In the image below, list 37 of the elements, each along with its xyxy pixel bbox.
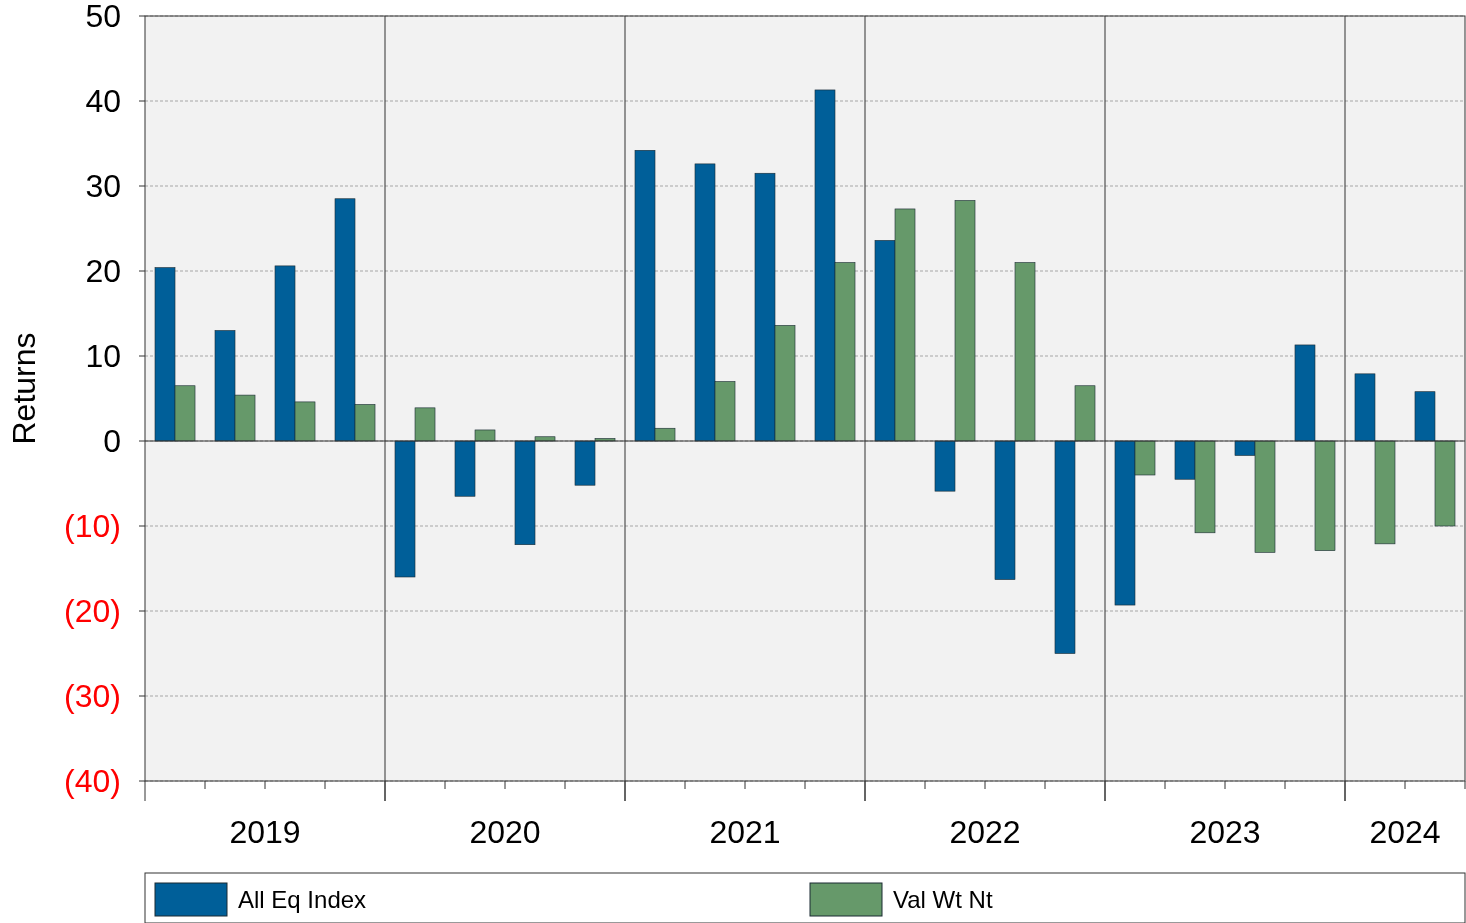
bar	[994, 440, 1016, 580]
bar	[414, 407, 436, 442]
bar	[954, 200, 976, 442]
text: 2021	[709, 814, 781, 850]
text: 2022	[949, 814, 1021, 850]
bar	[1414, 391, 1436, 442]
y-tick-label: 50	[85, 0, 121, 35]
text: 2024	[1369, 814, 1441, 850]
y-tick-label: 0	[103, 423, 121, 460]
bar	[1434, 440, 1456, 527]
y-tick-label: (20)	[64, 593, 121, 630]
y-tick-label: (30)	[64, 678, 121, 715]
y-tick-label: (40)	[64, 763, 121, 800]
text: 2020	[469, 814, 541, 850]
y-axis-title: Returns	[6, 332, 42, 445]
bar	[1014, 262, 1036, 442]
y-tick-label: (10)	[64, 508, 121, 545]
legend-label: All Eq Index	[238, 886, 367, 914]
bar	[454, 440, 476, 497]
legend-label: Val Wt Nt	[893, 886, 993, 914]
bar	[1294, 344, 1316, 442]
bar	[934, 440, 956, 492]
bar	[1054, 440, 1076, 654]
bar	[1374, 440, 1396, 545]
bar	[1074, 385, 1096, 442]
bar	[1314, 440, 1336, 551]
bar	[1354, 373, 1376, 442]
y-tick-label: 20	[85, 253, 121, 290]
bar	[574, 440, 596, 486]
y-tick-label: 10	[85, 338, 121, 375]
bar	[474, 429, 496, 442]
text: 2023	[1189, 814, 1261, 850]
y-tick-label: 30	[85, 168, 121, 205]
bar	[514, 440, 536, 545]
text: 2019	[229, 814, 301, 850]
y-tick-label: 40	[85, 83, 121, 120]
bar	[394, 440, 416, 578]
